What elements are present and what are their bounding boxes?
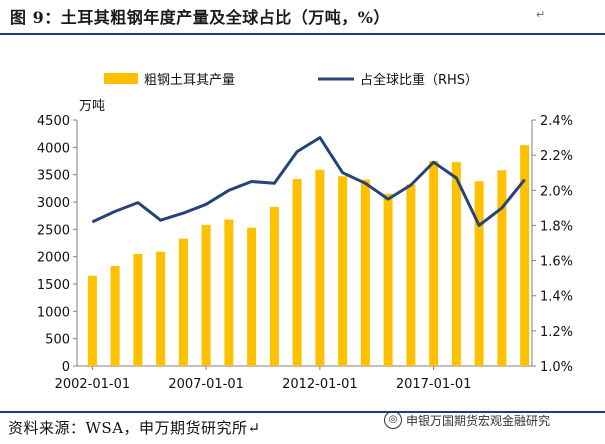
figure-title: 图 9：土耳其粗钢年度产量及全球占比（万吨，%） bbox=[10, 8, 390, 27]
left-tick-label: 1000 bbox=[37, 305, 70, 320]
legend-bar-swatch bbox=[104, 73, 138, 84]
bar bbox=[429, 161, 439, 366]
left-tick-label: 4000 bbox=[37, 141, 70, 156]
right-tick-label: 2.2% bbox=[540, 149, 573, 164]
x-tick-label: 2002-01-01 bbox=[55, 377, 131, 392]
right-tick-label: 1.2% bbox=[540, 325, 573, 340]
legend-label: 占全球比重（RHS） bbox=[360, 72, 478, 88]
left-tick-label: 4500 bbox=[37, 114, 70, 129]
x-tick-label: 2007-01-01 bbox=[168, 377, 244, 392]
bar bbox=[520, 145, 530, 366]
top-divider bbox=[0, 33, 605, 35]
bar bbox=[383, 193, 393, 366]
chart: 0 500 1000 1500 2000 2500 3000 3500 4000 4500 1.0%… bbox=[37, 72, 573, 392]
right-tick-label: 1.0% bbox=[540, 360, 573, 375]
watermark: ◎ 申银万国期货宏观金融研究 bbox=[384, 411, 550, 429]
bar bbox=[497, 170, 507, 366]
wechat-icon: ◎ bbox=[384, 411, 402, 429]
bar bbox=[110, 265, 120, 366]
watermark-text: 申银万国期货宏观金融研究 bbox=[406, 413, 551, 428]
bar bbox=[451, 162, 461, 366]
left-tick-label: 3000 bbox=[37, 196, 70, 211]
left-tick-label: 500 bbox=[45, 333, 70, 348]
bar bbox=[156, 251, 166, 366]
bar bbox=[133, 253, 143, 366]
bar bbox=[360, 179, 370, 366]
x-tick-label: 2012-01-01 bbox=[282, 377, 358, 392]
bar bbox=[178, 238, 188, 366]
left-tick-label: 3500 bbox=[37, 169, 70, 184]
right-tick-label: 1.8% bbox=[540, 219, 573, 234]
source-note: 资料来源：WSA，申万期货研究所↵ bbox=[8, 419, 261, 437]
bar bbox=[474, 181, 484, 366]
bar bbox=[201, 224, 211, 366]
bar bbox=[87, 275, 97, 366]
bar bbox=[315, 169, 325, 366]
bottom-divider bbox=[0, 411, 605, 413]
x-tick-label: 2017-01-01 bbox=[396, 377, 472, 392]
bar bbox=[224, 219, 234, 366]
right-tick-label: 1.4% bbox=[540, 290, 573, 305]
left-tick-label: 2000 bbox=[37, 251, 70, 266]
right-tick-label: 2.0% bbox=[540, 184, 573, 199]
left-tick-label: 1500 bbox=[37, 278, 70, 293]
left-tick-label: 0 bbox=[62, 360, 70, 375]
bar bbox=[247, 227, 257, 366]
left-axis-unit: 万吨 bbox=[79, 99, 105, 114]
bar bbox=[338, 176, 348, 366]
bar bbox=[406, 184, 416, 366]
right-tick-label: 2.4% bbox=[540, 114, 573, 129]
right-tick-label: 1.6% bbox=[540, 255, 573, 270]
share-line bbox=[91, 136, 526, 227]
paragraph-mark: ↵ bbox=[536, 8, 546, 21]
bar bbox=[269, 206, 279, 366]
bar bbox=[292, 179, 302, 366]
legend-label: 粗钢土耳其产量 bbox=[144, 73, 235, 88]
left-tick-label: 2500 bbox=[37, 223, 70, 238]
